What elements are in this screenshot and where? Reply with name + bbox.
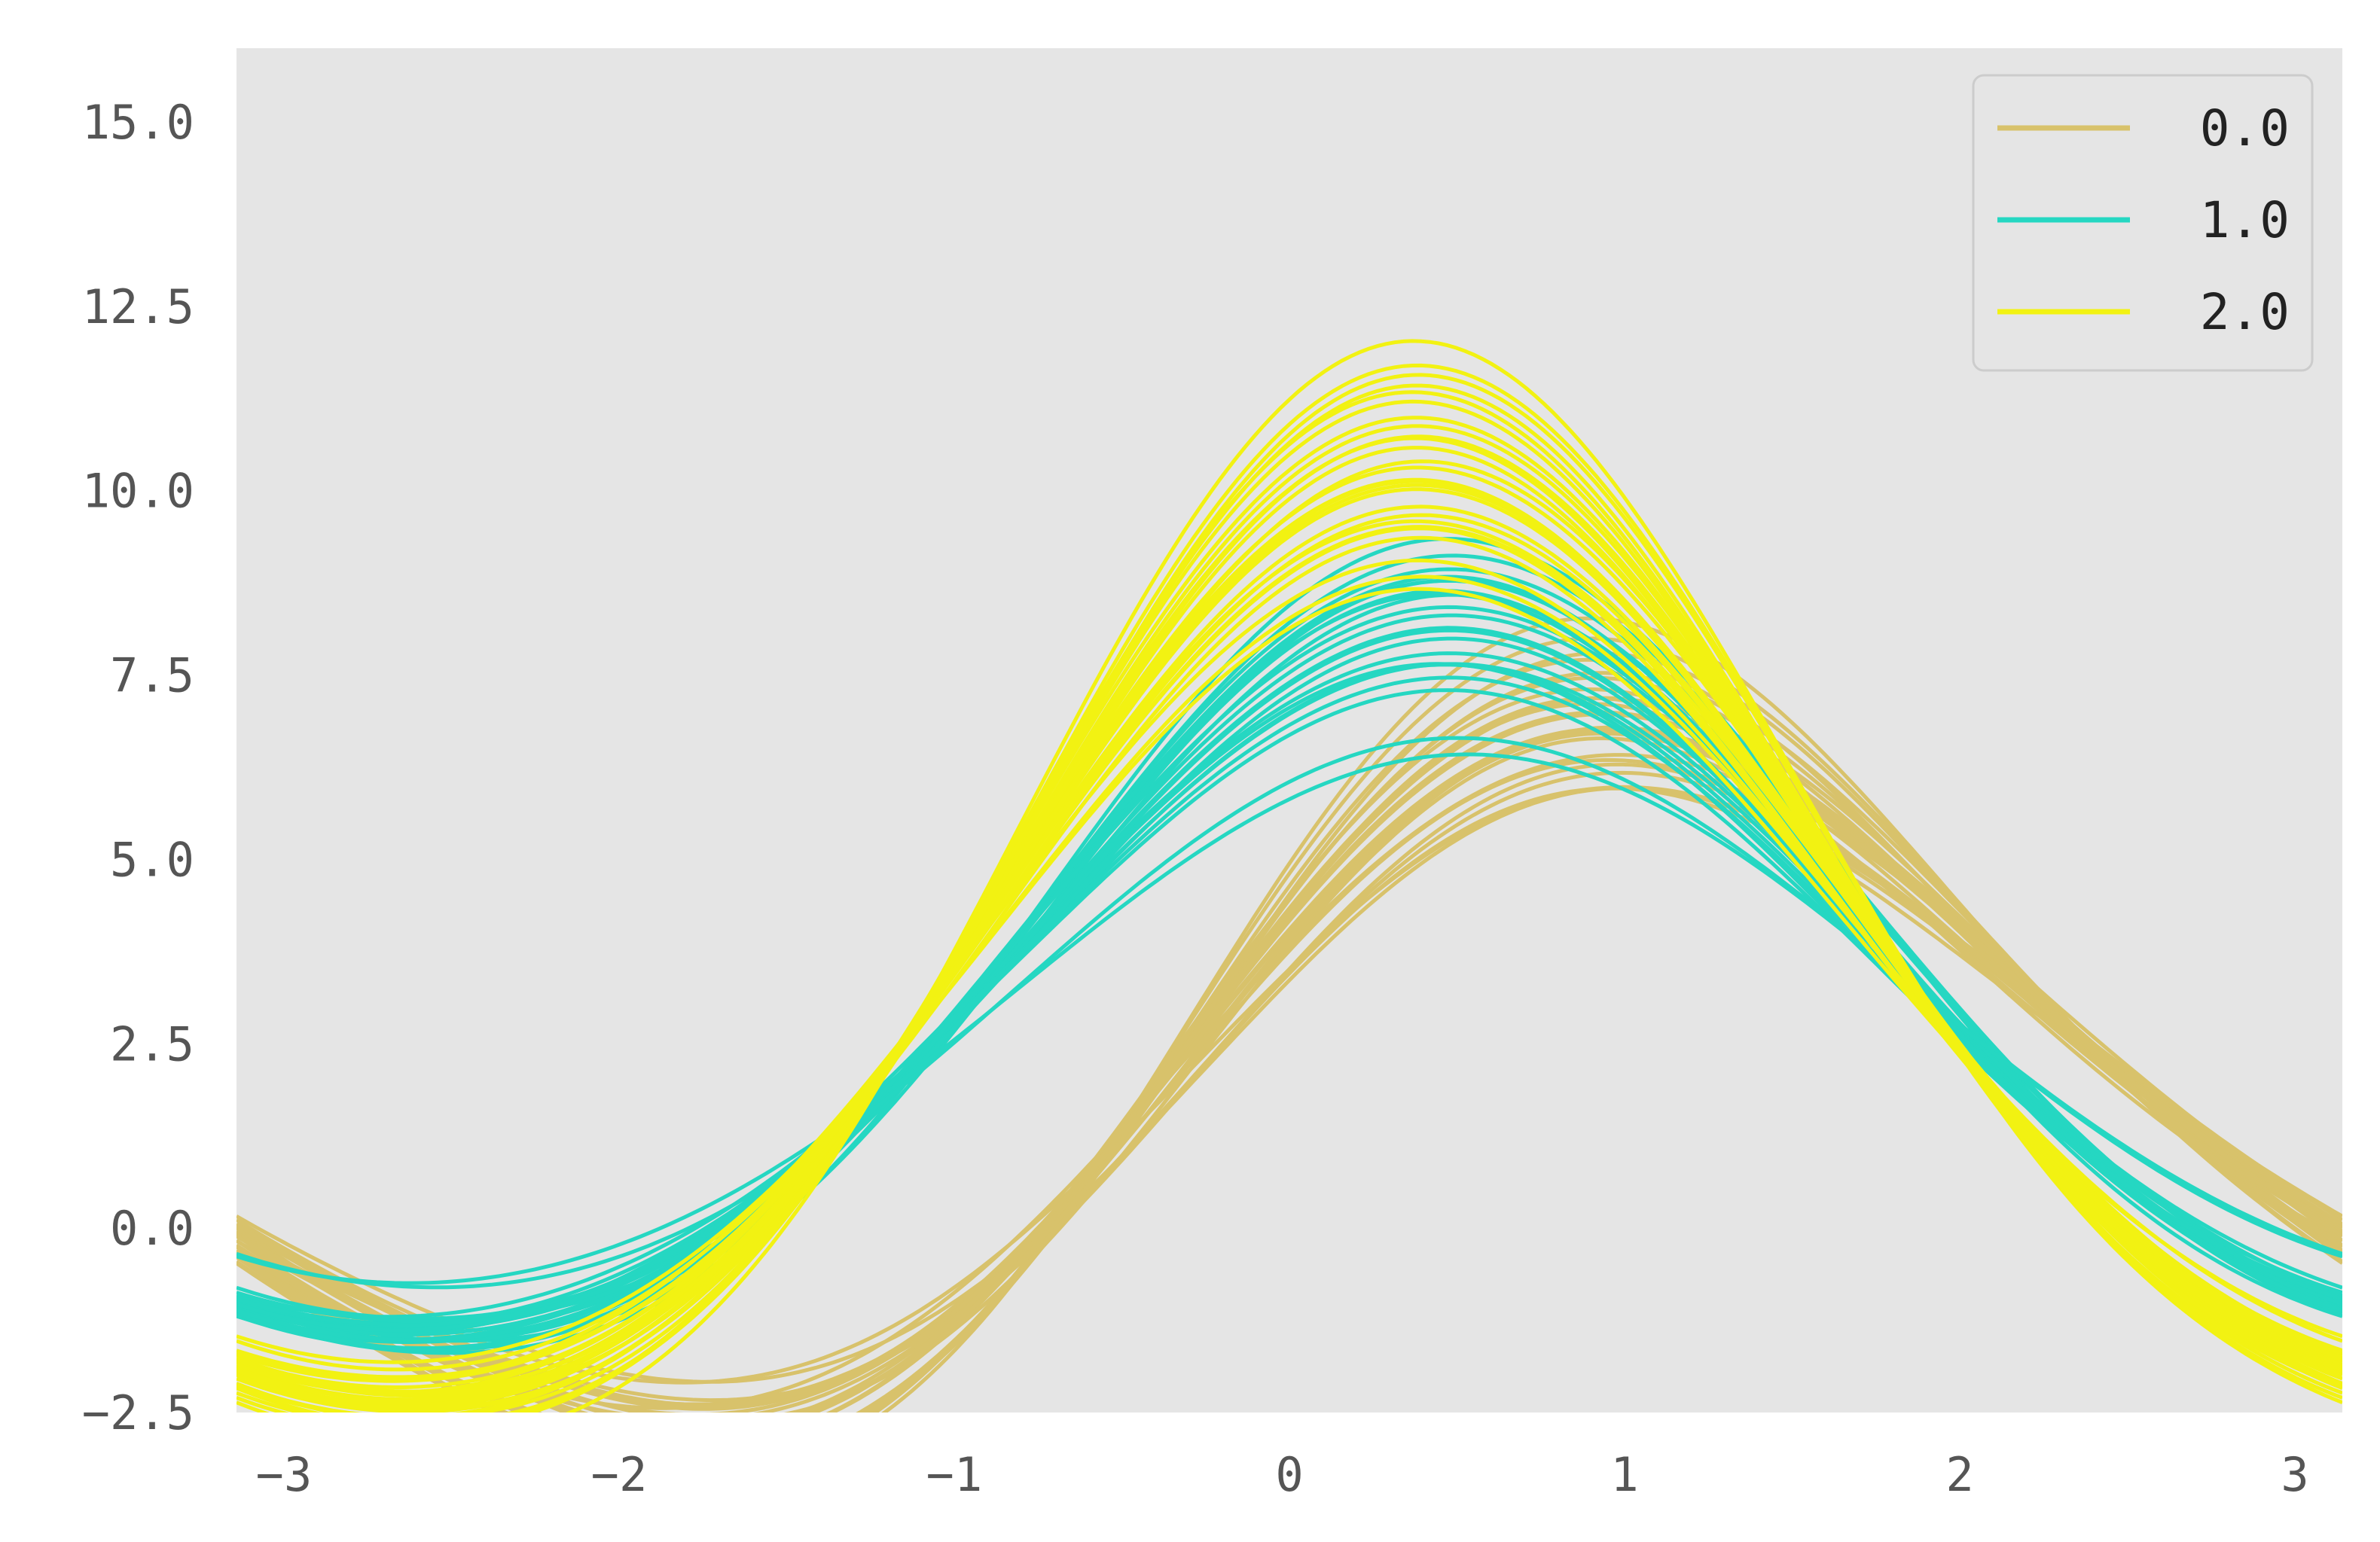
- x-tick-label: −3: [256, 1447, 313, 1502]
- y-tick-label: 15.0: [82, 95, 194, 150]
- legend-label: 2.0: [2200, 283, 2290, 341]
- series-1.0: [236, 537, 2342, 1355]
- curve-1.0-6: [236, 688, 2342, 1319]
- x-tick-label: 1: [1610, 1447, 1638, 1502]
- curve-2.0-25: [236, 513, 2342, 1389]
- y-tick-label: 0.0: [110, 1201, 194, 1256]
- curve-1.0-20: [236, 752, 2342, 1285]
- legend-item: 2.0: [1997, 283, 2290, 341]
- y-tick-label: 5.0: [110, 832, 194, 887]
- curve-1.0-21: [236, 592, 2342, 1342]
- x-tick-label: 2: [1945, 1447, 1973, 1502]
- y-tick-label: 7.5: [110, 648, 194, 703]
- legend-label: 1.0: [2200, 191, 2290, 249]
- x-axis-ticks: −3 −2 −1 0 1 2 3: [256, 1447, 2309, 1502]
- y-tick-label: −2.5: [82, 1385, 194, 1440]
- legend-item: 0.0: [1997, 99, 2290, 157]
- x-tick-label: 0: [1275, 1447, 1303, 1502]
- curve-1.0-15: [236, 593, 2342, 1324]
- x-tick-label: −2: [591, 1447, 648, 1502]
- x-tick-label: −1: [926, 1447, 983, 1502]
- y-tick-label: 12.5: [82, 279, 194, 334]
- legend-box: [1972, 74, 2314, 372]
- series-0.0: [236, 616, 2342, 1412]
- legend: 0.0 1.0 2.0: [1972, 74, 2314, 372]
- series-2.0: [236, 339, 2342, 1412]
- curve-0.0-23: [236, 687, 2342, 1412]
- series-curves: [236, 339, 2342, 1412]
- curve-2.0-16: [236, 483, 2342, 1394]
- y-tick-label: 2.5: [110, 1016, 194, 1071]
- curve-2.0-21: [236, 416, 2342, 1412]
- y-tick-label: 10.0: [82, 464, 194, 519]
- y-axis-ticks: −2.5 0.0 2.5 5.0 7.5 10.0 12.5 15.0: [82, 95, 194, 1440]
- legend-item: 1.0: [1997, 191, 2290, 249]
- curve-0.0-13: [236, 616, 2342, 1412]
- x-tick-label: 3: [2281, 1447, 2308, 1502]
- curve-0.0-22: [236, 731, 2342, 1412]
- legend-label: 0.0: [2200, 99, 2290, 157]
- curve-0.0-16: [236, 702, 2342, 1412]
- curve-2.0-24: [236, 383, 2342, 1412]
